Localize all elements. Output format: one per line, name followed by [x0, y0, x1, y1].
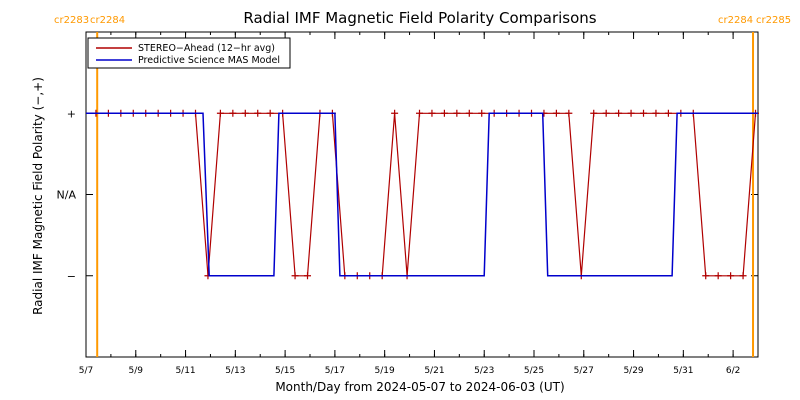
- x-tick-label: 5/15: [275, 366, 295, 376]
- stereo-point-marker: [714, 272, 722, 280]
- stereo-point-marker: [440, 109, 448, 117]
- stereo-point-marker: [727, 272, 735, 280]
- x-tick-label: 5/7: [79, 366, 93, 376]
- stereo-point-marker: [702, 272, 710, 280]
- legend: STEREO−Ahead (12−hr avg) Predictive Scie…: [87, 37, 291, 69]
- x-tick-label: 5/13: [225, 366, 245, 376]
- series-lines: [86, 109, 760, 280]
- x-tick-label: 5/21: [424, 366, 444, 376]
- stereo-point-marker: [739, 272, 747, 280]
- legend-label-mas: Predictive Science MAS Model: [138, 55, 280, 66]
- stereo-point-marker: [229, 109, 237, 117]
- stereo-point-marker: [565, 109, 573, 117]
- stereo-point-marker: [664, 109, 672, 117]
- stereo-series-line: [96, 112, 757, 277]
- stereo-point-marker: [640, 109, 648, 117]
- x-tick-label: 5/29: [623, 366, 643, 376]
- x-tick-label: 5/19: [375, 366, 395, 376]
- carrington-label-end-right: cr2285: [756, 15, 791, 26]
- stereo-point-marker: [652, 109, 660, 117]
- x-tick-label: 5/25: [524, 366, 544, 376]
- legend-box: [87, 37, 291, 69]
- plot-frame: [85, 31, 759, 358]
- y-tick-label: +: [67, 107, 76, 120]
- y-tick-label: N/A: [57, 189, 77, 202]
- stereo-point-marker: [615, 109, 623, 117]
- x-tick-label: 5/9: [129, 366, 144, 376]
- x-tick-label: 5/17: [325, 366, 345, 376]
- x-axis-label: Month/Day from 2024-05-07 to 2024-06-03 …: [275, 380, 564, 394]
- stereo-point-marker: [465, 109, 473, 117]
- stereo-point-marker: [254, 109, 262, 117]
- carrington-label-start-right: cr2284: [90, 15, 125, 26]
- stereo-point-marker: [304, 272, 312, 280]
- stereo-point-marker: [552, 109, 560, 117]
- x-tick-label: 5/23: [474, 366, 494, 376]
- carrington-marker-lines: [96, 32, 755, 357]
- stereo-point-marker: [428, 109, 436, 117]
- stereo-point-marker: [416, 109, 424, 117]
- stereo-point-marker: [478, 109, 486, 117]
- carrington-label-start-left: cr2283: [54, 15, 89, 26]
- stereo-point-marker: [216, 109, 224, 117]
- stereo-point-marker: [266, 109, 274, 117]
- y-axis-label: Radial IMF Magnetic Field Polarity (−,+): [31, 77, 45, 315]
- tick-labels: 5/7 5/9 5/11 5/13 5/15 5/17 5/19 5/21 5/23 5/25 5/…: [57, 107, 741, 376]
- axis-ticks: [85, 32, 759, 357]
- chart-title: Radial IMF Magnetic Field Polarity Compa…: [243, 9, 596, 27]
- carrington-labels: cr2283 cr2284 cr2284 cr2285: [54, 15, 791, 26]
- stereo-point-marker: [590, 109, 598, 117]
- x-tick-label: 5/27: [574, 366, 594, 376]
- y-tick-label: −: [67, 270, 76, 283]
- mas-series-line: [86, 112, 758, 277]
- x-tick-label: 6/2: [726, 366, 740, 376]
- x-tick-label: 5/31: [673, 366, 693, 376]
- stereo-point-marker: [241, 109, 249, 117]
- stereo-point-marker: [391, 109, 399, 117]
- carrington-label-end-left: cr2284: [718, 15, 753, 26]
- stereo-point-marker: [627, 109, 635, 117]
- stereo-point-marker: [453, 109, 461, 117]
- legend-label-stereo: STEREO−Ahead (12−hr avg): [138, 43, 275, 54]
- x-tick-label: 5/11: [175, 366, 195, 376]
- stereo-point-marker: [602, 109, 610, 117]
- stereo-point-marker: [291, 272, 299, 280]
